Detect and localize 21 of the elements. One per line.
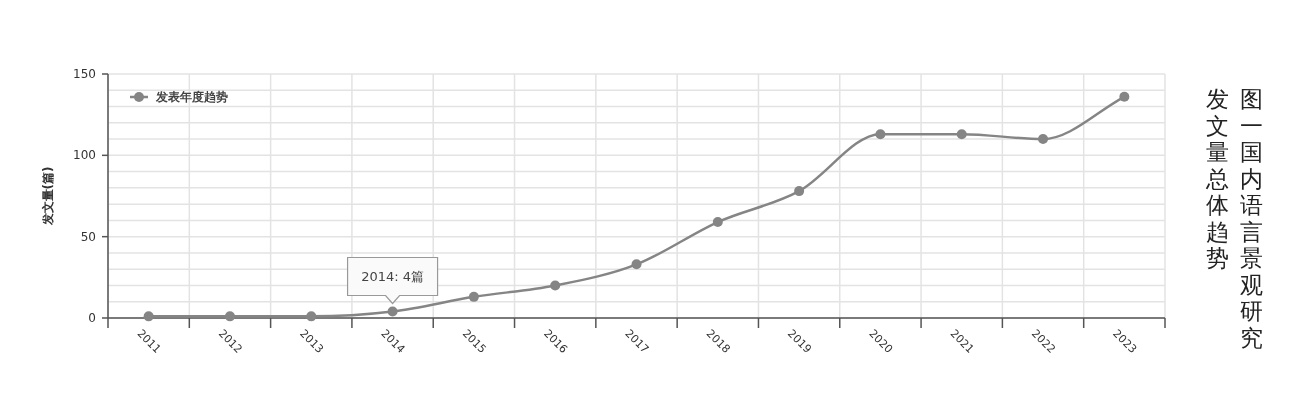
point <box>224 311 235 322</box>
point <box>794 186 805 197</box>
annotation: 2014: 4篇 <box>361 269 425 285</box>
y-tick-label: 0 <box>88 311 96 325</box>
y-tick-label: 150 <box>73 67 96 81</box>
point <box>1038 134 1049 145</box>
point <box>306 311 317 322</box>
y-axis-title: 发文量(篇) <box>41 166 55 227</box>
chart-title: 图一国内语言景观研究发文量总体趋势 <box>1205 86 1263 351</box>
y-tick-label: 50 <box>80 229 96 244</box>
y-tick-label: 100 <box>73 148 96 163</box>
point <box>387 306 398 317</box>
point <box>631 259 642 270</box>
point <box>956 129 967 140</box>
point <box>143 311 154 322</box>
point <box>550 280 561 291</box>
point <box>875 129 886 140</box>
point <box>1119 91 1130 102</box>
point <box>468 291 479 302</box>
point <box>712 217 723 228</box>
legend-label: 发表年度趋势 <box>155 90 228 104</box>
